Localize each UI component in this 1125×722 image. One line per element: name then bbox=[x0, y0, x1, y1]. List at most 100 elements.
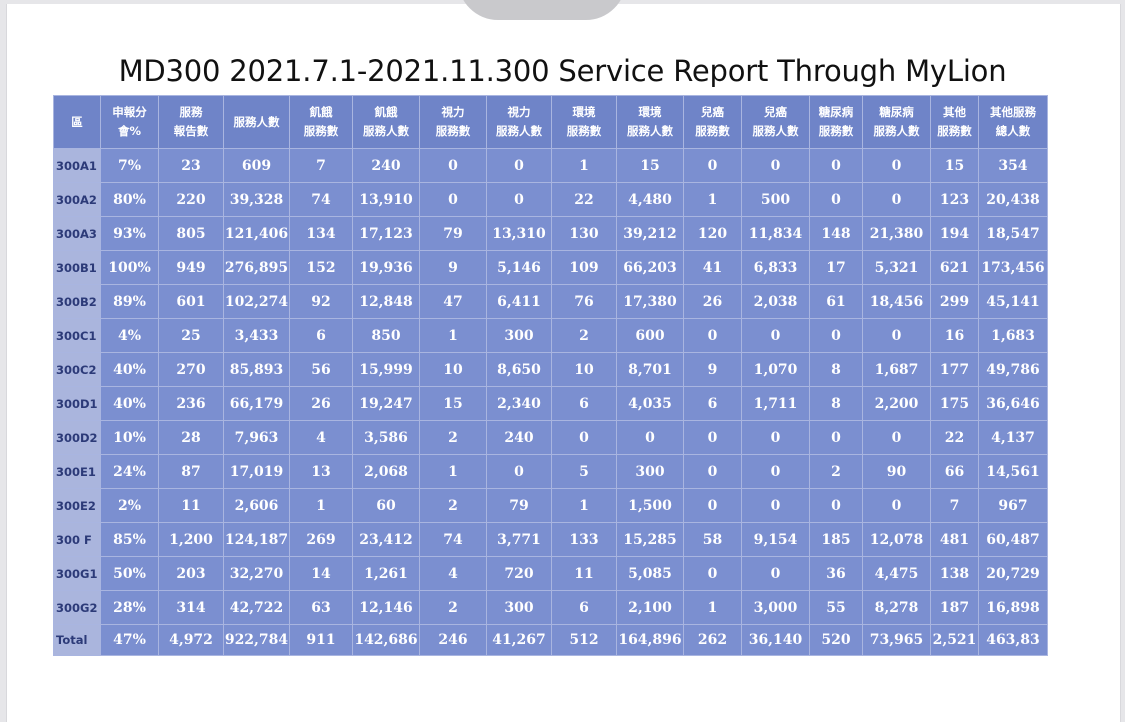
table-cell: 121,406 bbox=[223, 216, 290, 251]
table-cell: 177 bbox=[930, 352, 979, 387]
table-cell: 15,999 bbox=[352, 352, 420, 387]
table-cell: 0 bbox=[862, 488, 931, 523]
table-cell: 1 bbox=[551, 148, 617, 183]
table-cell: 10 bbox=[551, 352, 617, 387]
table-cell: 276,895 bbox=[223, 250, 290, 285]
table-cell: 7 bbox=[289, 148, 353, 183]
column-header-line: 總人數 bbox=[995, 124, 1031, 138]
table-cell: 102,274 bbox=[223, 284, 290, 319]
table-cell: 805 bbox=[158, 216, 224, 251]
table-cell: 18,547 bbox=[978, 216, 1048, 251]
table-cell: 32,270 bbox=[223, 556, 290, 591]
table-cell: 9 bbox=[683, 352, 742, 387]
column-header-line: 區 bbox=[71, 114, 83, 129]
table-cell: 42,722 bbox=[223, 590, 290, 625]
table-cell: 87 bbox=[158, 454, 224, 489]
table-cell: 0 bbox=[809, 318, 863, 353]
table-cell: 0 bbox=[862, 318, 931, 353]
table-cell: 220 bbox=[158, 182, 224, 217]
table-cell: 2,340 bbox=[486, 386, 552, 421]
table-cell: 2,606 bbox=[223, 488, 290, 523]
table-row: 300C1 4% 25 3,433 6 850 1 300 2 600 0 0 0 0 16 1,683 bbox=[53, 318, 1048, 353]
table-cell: 39,212 bbox=[616, 216, 684, 251]
column-header-line: 會% bbox=[117, 124, 142, 138]
column-header-line: 服務 bbox=[179, 105, 203, 119]
column-header-line: 服務人數 bbox=[363, 124, 409, 138]
table-cell: 14,561 bbox=[978, 454, 1048, 489]
table-cell: 5 bbox=[551, 454, 617, 489]
table-cell: 60 bbox=[352, 488, 420, 523]
table-cell: 1 bbox=[289, 488, 353, 523]
table-cell: 152 bbox=[289, 250, 353, 285]
table-row: 300C2 40% 270 85,893 56 15,999 10 8,650 10 8,701 9… bbox=[53, 352, 1048, 387]
table-cell: 2 bbox=[419, 488, 487, 523]
table-cell: 85,893 bbox=[223, 352, 290, 387]
table-cell: 133 bbox=[551, 522, 617, 557]
column-header: 兒癌 服務人數 bbox=[741, 95, 810, 149]
table-cell: 148 bbox=[809, 216, 863, 251]
table-cell: 138 bbox=[930, 556, 979, 591]
table-cell: 354 bbox=[978, 148, 1048, 183]
table-cell: 481 bbox=[930, 522, 979, 557]
table-cell: 7 bbox=[930, 488, 979, 523]
table-cell: 120 bbox=[683, 216, 742, 251]
table-cell: 58 bbox=[683, 522, 742, 557]
table-cell: 2,200 bbox=[862, 386, 931, 421]
table-cell: 16 bbox=[930, 318, 979, 353]
district-label: 300G1 bbox=[53, 556, 101, 591]
column-header: 視力 服務人數 bbox=[486, 95, 552, 149]
table-cell: 299 bbox=[930, 284, 979, 319]
table-cell: 40% bbox=[100, 386, 159, 421]
table-cell: 520 bbox=[809, 624, 863, 656]
table-cell: 92 bbox=[289, 284, 353, 319]
table-cell: 0 bbox=[616, 420, 684, 455]
table-cell: 13,910 bbox=[352, 182, 420, 217]
table-cell: 0 bbox=[862, 420, 931, 455]
table-cell: 93% bbox=[100, 216, 159, 251]
table-cell: 17,019 bbox=[223, 454, 290, 489]
table-cell: 15 bbox=[930, 148, 979, 183]
table-cell: 0 bbox=[741, 556, 810, 591]
table-cell: 1 bbox=[683, 590, 742, 625]
table-cell: 7,963 bbox=[223, 420, 290, 455]
table-cell: 0 bbox=[741, 148, 810, 183]
table-cell: 17 bbox=[809, 250, 863, 285]
column-header-line: 服務數 bbox=[435, 124, 471, 138]
table-cell: 0 bbox=[486, 182, 552, 217]
table-cell: 18,456 bbox=[862, 284, 931, 319]
total-row: Total 47% 4,972 922,784 911 142,686 246 41,267 5… bbox=[53, 624, 1048, 656]
table-row: 300B1 100% 949 276,895 152 19,936 9 5,146 109 66,… bbox=[53, 250, 1048, 285]
table-cell: 15 bbox=[419, 386, 487, 421]
column-header-line: 環境 bbox=[638, 105, 662, 119]
table-cell: 1,070 bbox=[741, 352, 810, 387]
table-cell: 967 bbox=[978, 488, 1048, 523]
table-cell: 22 bbox=[930, 420, 979, 455]
table-cell: 26 bbox=[683, 284, 742, 319]
table-cell: 3,433 bbox=[223, 318, 290, 353]
table-cell: 123 bbox=[930, 182, 979, 217]
table-cell: 17,380 bbox=[616, 284, 684, 319]
table-cell: 66 bbox=[930, 454, 979, 489]
table-cell: 2 bbox=[419, 590, 487, 625]
table-cell: 9 bbox=[419, 250, 487, 285]
table-cell: 13 bbox=[289, 454, 353, 489]
column-header: 糖尿病 服務數 bbox=[809, 95, 863, 149]
table-cell: 12,848 bbox=[352, 284, 420, 319]
table-cell: 2,100 bbox=[616, 590, 684, 625]
column-header: 區 bbox=[53, 95, 101, 149]
table-cell: 0 bbox=[809, 148, 863, 183]
column-header-line: 服務數 bbox=[818, 124, 854, 138]
table-cell: 8,650 bbox=[486, 352, 552, 387]
table-cell: 36 bbox=[809, 556, 863, 591]
table-cell: 4,035 bbox=[616, 386, 684, 421]
table-cell: 56 bbox=[289, 352, 353, 387]
table-cell: 6,833 bbox=[741, 250, 810, 285]
table-cell: 10 bbox=[419, 352, 487, 387]
table-cell: 0 bbox=[551, 420, 617, 455]
table-cell: 512 bbox=[551, 624, 617, 656]
table-cell: 124,187 bbox=[223, 522, 290, 557]
table-cell: 21,380 bbox=[862, 216, 931, 251]
table-cell: 28% bbox=[100, 590, 159, 625]
table-cell: 12,146 bbox=[352, 590, 420, 625]
table-cell: 36,646 bbox=[978, 386, 1048, 421]
